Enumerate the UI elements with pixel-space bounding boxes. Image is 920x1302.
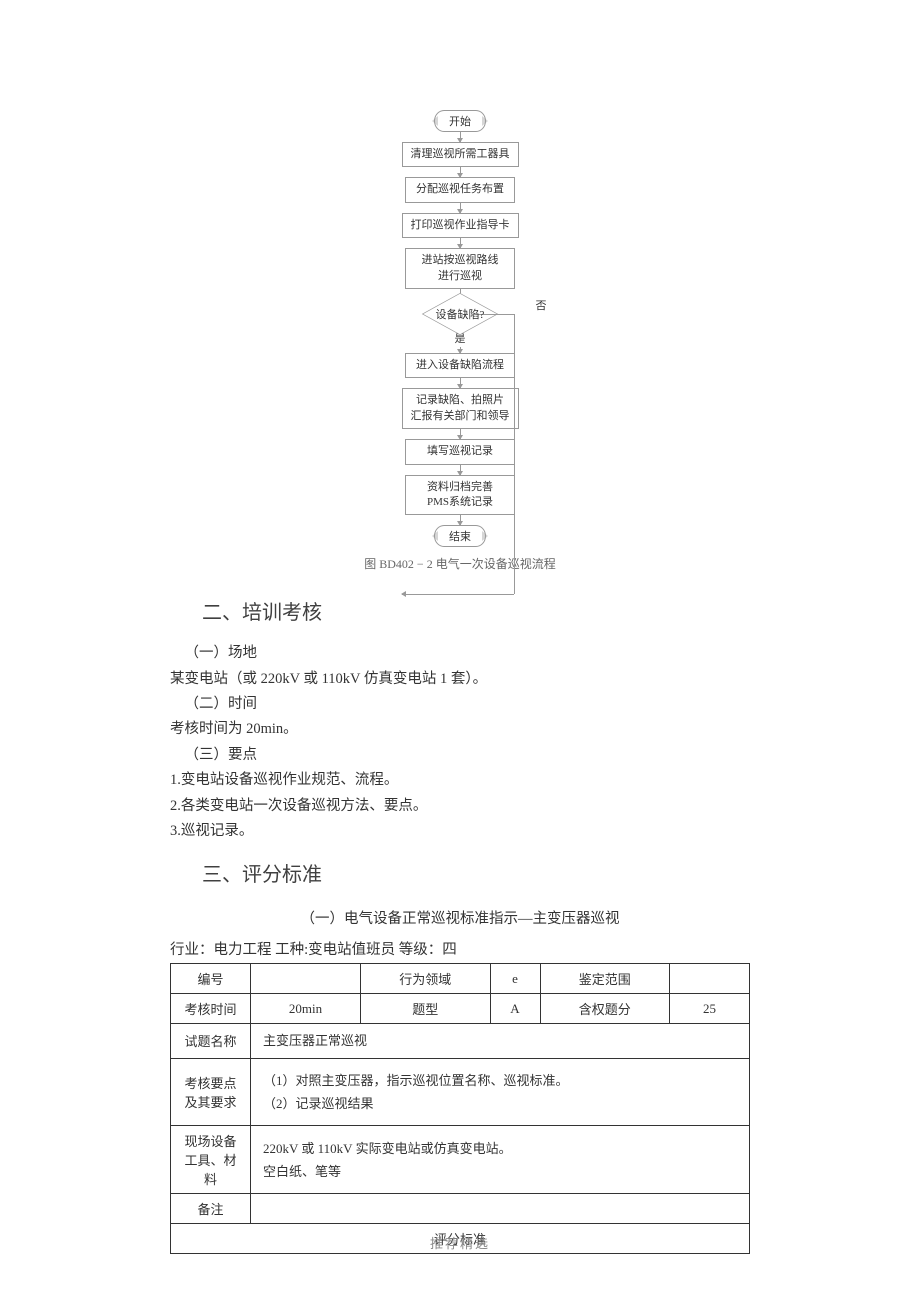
section2-title: 二、培训考核: [202, 596, 750, 625]
section2-s2-title: （二）时间: [170, 692, 750, 717]
table-row: 试题名称 主变压器正常巡视: [171, 1024, 750, 1058]
flow-step: 打印巡视作业指导卡: [402, 213, 519, 238]
flow-connector: [514, 314, 515, 594]
flowchart-caption: 图 BD402 − 2 电气一次设备巡视流程: [170, 555, 750, 572]
cell: 考核要点 及其要求: [171, 1058, 251, 1126]
cell: 20min: [251, 994, 361, 1024]
flow-step: 进入设备缺陷流程: [405, 353, 515, 378]
section2-s1-title: （一）场地: [170, 641, 750, 666]
cell: 25: [670, 994, 750, 1024]
table-row: 编号 行为领域 e 鉴定范围: [171, 964, 750, 994]
scoring-table: 编号 行为领域 e 鉴定范围 考核时间 20min 题型 A 含权题分 25 试…: [170, 963, 750, 1254]
flow-arrow: [460, 238, 461, 248]
cell: [251, 964, 361, 994]
table-row: 考核要点 及其要求 （1）对照主变压器，指示巡视位置名称、巡视标准。 （2）记录…: [171, 1058, 750, 1126]
cell: [251, 1194, 750, 1224]
flow-arrow: [460, 132, 461, 142]
flow-arrow: [460, 515, 461, 525]
cell: 现场设备 工具、材料: [171, 1126, 251, 1194]
section2-s3-item: 2.各类变电站一次设备巡视方法、要点。: [170, 794, 750, 819]
section2-s3-item: 3.巡视记录。: [170, 819, 750, 844]
table-row: 现场设备 工具、材料 220kV 或 110kV 实际变电站或仿真变电站。 空白…: [171, 1126, 750, 1194]
flow-step: 资料归档完善 PMS系统记录: [405, 475, 515, 516]
flow-step: 进站按巡视路线 进行巡视: [405, 248, 515, 289]
flow-no-label: 否: [536, 297, 547, 313]
flow-step: 分配巡视任务布置: [405, 177, 515, 202]
page-footer: 推荐精选: [0, 1233, 920, 1252]
cell: 鉴定范围: [540, 964, 670, 994]
cell: 题型: [361, 994, 491, 1024]
cell: 主变压器正常巡视: [251, 1024, 750, 1058]
flow-arrow: [460, 203, 461, 213]
cell: 含权题分: [540, 994, 670, 1024]
cell: 220kV 或 110kV 实际变电站或仿真变电站。 空白纸、笔等: [251, 1126, 750, 1194]
flow-arrow: [460, 378, 461, 388]
section3-title: 三、评分标准: [202, 858, 750, 887]
flowchart: 开始 清理巡视所需工器具 分配巡视任务布置 打印巡视作业指导卡 进站按巡视路线 …: [170, 110, 750, 547]
section3-subtitle: （一）电气设备正常巡视标准指示—主变压器巡视: [170, 907, 750, 928]
cell: 试题名称: [171, 1024, 251, 1058]
cell: A: [490, 994, 540, 1024]
flow-start: 开始: [434, 110, 486, 132]
cell: （1）对照主变压器，指示巡视位置名称、巡视标准。 （2）记录巡视结果: [251, 1058, 750, 1126]
table-row: 考核时间 20min 题型 A 含权题分 25: [171, 994, 750, 1024]
section2-s2-body: 考核时间为 20min。: [170, 717, 750, 742]
flow-connector: [402, 594, 514, 595]
flow-decision-wrap: 设备缺陷? 否 是 进入设备缺陷流程 记录缺陷、拍照片 汇报有关部门和领导 填写…: [402, 299, 519, 547]
table-row: 备注: [171, 1194, 750, 1224]
section2-s3-title: （三）要点: [170, 743, 750, 768]
cell: 行为领域: [361, 964, 491, 994]
flow-arrow: [460, 465, 461, 475]
industry-line: 行业：电力工程 工种:变电站值班员 等级：四: [170, 938, 750, 959]
flow-arrow: [460, 429, 461, 439]
section2-s1-body: 某变电站（或 220kV 或 110kV 仿真变电站 1 套）。: [170, 667, 750, 692]
cell: e: [490, 964, 540, 994]
cell: 编号: [171, 964, 251, 994]
flow-decision-text: 设备缺陷?: [436, 306, 485, 322]
flow-step: 填写巡视记录: [405, 439, 515, 464]
section2-s3-item: 1.变电站设备巡视作业规范、流程。: [170, 768, 750, 793]
cell: 考核时间: [171, 994, 251, 1024]
cell: [670, 964, 750, 994]
flow-arrow: [460, 167, 461, 177]
flow-step: 清理巡视所需工器具: [402, 142, 519, 167]
flow-step: 记录缺陷、拍照片 汇报有关部门和领导: [402, 388, 519, 429]
cell: 备注: [171, 1194, 251, 1224]
flow-end: 结束: [434, 525, 486, 547]
flow-arrow: [460, 347, 461, 353]
